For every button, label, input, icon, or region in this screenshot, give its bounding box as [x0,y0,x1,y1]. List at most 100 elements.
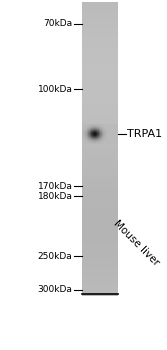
Bar [82,239,118,240]
Bar [82,166,118,167]
Bar [82,63,118,64]
Bar [82,222,118,223]
Bar [82,153,118,154]
Bar [82,215,118,216]
Text: 180kDa: 180kDa [38,192,73,201]
Bar [82,30,118,31]
Bar [82,237,118,238]
Bar [82,137,118,138]
Bar [82,105,118,106]
Bar [82,108,118,110]
Bar [82,69,118,70]
Bar [82,244,118,245]
Bar [82,98,118,99]
Bar [82,250,118,251]
Bar [82,47,118,48]
Bar [82,185,118,186]
Bar [82,91,118,92]
Bar [82,27,118,28]
Bar [82,75,118,76]
Bar [82,141,118,142]
Bar [82,25,118,26]
Bar [82,31,118,32]
Bar [82,117,118,118]
Text: 100kDa: 100kDa [38,85,73,93]
Bar [82,33,118,34]
Bar [82,94,118,95]
Bar [82,243,118,244]
Bar [82,126,118,127]
Bar [82,175,118,176]
Bar [82,134,118,135]
Bar [82,178,118,179]
Bar [82,13,118,14]
Bar [82,104,118,105]
Bar [82,205,118,206]
Bar [82,76,118,77]
Bar [82,236,118,237]
Bar [82,252,118,253]
Bar [82,160,118,161]
Bar [82,268,118,269]
Bar [82,273,118,274]
Bar [82,164,118,166]
Bar [82,233,118,234]
Bar [82,200,118,201]
Bar [82,274,118,275]
Bar [82,49,118,50]
Bar [82,256,118,257]
Bar [82,44,118,45]
Bar [82,60,118,61]
Bar [82,226,118,227]
Bar [82,204,118,205]
Bar [82,214,118,215]
Bar [82,70,118,71]
Bar [82,176,118,177]
Bar [82,99,118,100]
Bar [82,7,118,8]
Bar [82,6,118,7]
Text: 170kDa: 170kDa [38,182,73,190]
Bar [82,208,118,209]
Bar [82,163,118,164]
Bar [82,246,118,247]
Bar [82,54,118,55]
Bar [82,272,118,273]
Bar [82,218,118,219]
Bar [82,55,118,56]
Bar [82,262,118,264]
Bar [82,40,118,41]
Bar [82,127,118,128]
Bar [82,285,118,286]
Bar [82,9,118,10]
Bar [82,270,118,271]
Bar [82,3,118,4]
Bar [82,291,118,292]
Bar [82,245,118,246]
Bar [82,229,118,230]
Bar [82,228,118,229]
Bar [82,57,118,58]
Bar [82,114,118,116]
Bar [82,197,118,198]
Bar [82,78,118,79]
Bar [82,140,118,141]
Bar [82,39,118,40]
Bar [82,159,118,160]
Bar [82,38,118,39]
Bar [82,138,118,139]
Bar [82,80,118,81]
Bar [82,131,118,132]
Bar [82,190,118,191]
Bar [82,148,118,149]
Bar [82,188,118,189]
Bar [82,201,118,202]
Bar [82,249,118,250]
Bar [82,84,118,85]
Bar [82,152,118,153]
Bar [82,116,118,117]
Bar [82,265,118,266]
Bar [82,271,118,272]
Bar [82,248,118,249]
Bar [82,179,118,180]
